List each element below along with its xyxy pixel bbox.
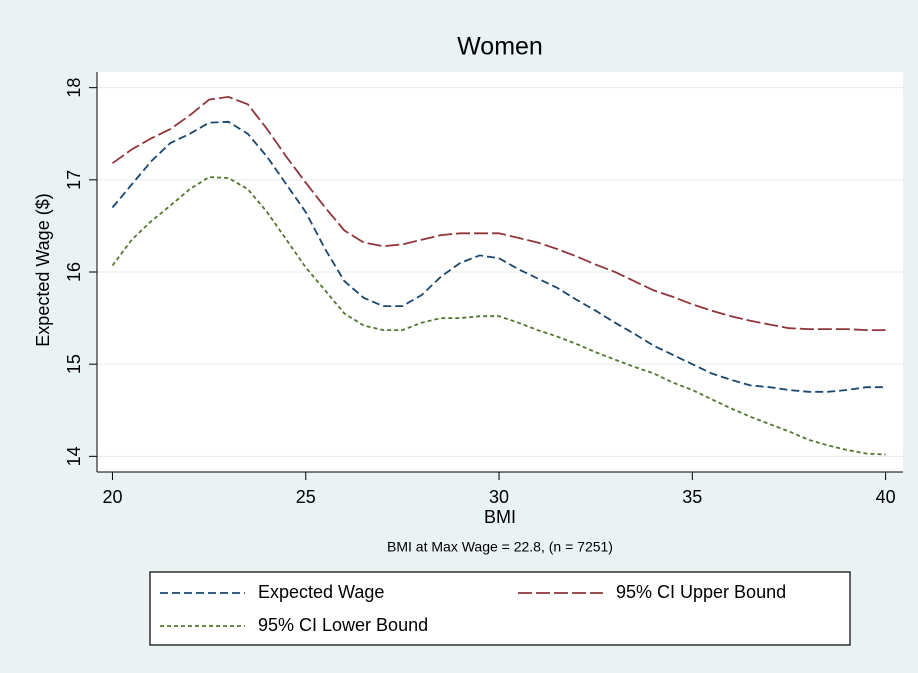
x-tick-label: 30 xyxy=(489,487,509,507)
x-tick-label: 25 xyxy=(296,487,316,507)
series-line xyxy=(111,120,886,393)
legend-label: 95% CI Upper Bound xyxy=(616,582,786,602)
y-axis-label: Expected Wage ($) xyxy=(33,193,53,346)
y-tick-label: 14 xyxy=(64,446,84,466)
legend-label: Expected Wage xyxy=(258,582,384,602)
x-tick-label: 35 xyxy=(682,487,702,507)
y-tick-label: 18 xyxy=(64,78,84,98)
series-line xyxy=(111,176,886,456)
series-line xyxy=(111,95,886,331)
note: BMI at Max Wage = 22.8, (n = 7251) xyxy=(387,539,613,555)
x-tick-label: 40 xyxy=(876,487,896,507)
y-tick-label: 17 xyxy=(64,170,84,190)
chart-title: Women xyxy=(457,33,543,61)
x-axis-label: BMI xyxy=(484,507,516,527)
y-tick-label: 16 xyxy=(64,262,84,282)
legend xyxy=(149,571,851,646)
legend-label: 95% CI Lower Bound xyxy=(258,615,428,635)
y-tick-label: 15 xyxy=(64,354,84,374)
x-tick-label: 20 xyxy=(102,487,122,507)
